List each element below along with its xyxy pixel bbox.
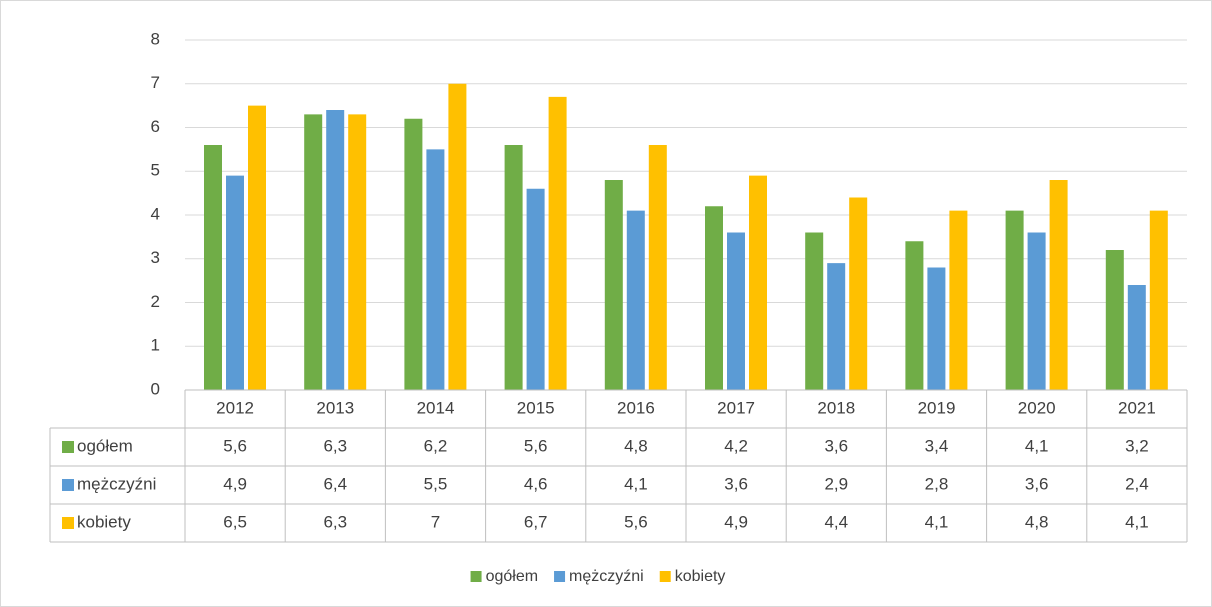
- bar: [226, 175, 244, 390]
- x-tick-label: 2013: [316, 398, 354, 417]
- table-legend-key: [62, 479, 74, 491]
- table-cell: 5,6: [223, 436, 247, 455]
- table-cell: 4,1: [925, 512, 949, 531]
- y-tick-label: 8: [151, 29, 160, 48]
- table-cell: 5,6: [624, 512, 648, 531]
- bar: [927, 267, 946, 390]
- bar: [1005, 210, 1024, 390]
- bar: [304, 114, 323, 390]
- bar: [905, 241, 924, 390]
- table-cell: 6,3: [323, 512, 347, 531]
- table-cell: 3,6: [1025, 474, 1049, 493]
- y-tick-label: 1: [151, 336, 160, 355]
- table-cell: 4,1: [1125, 512, 1149, 531]
- bar: [626, 210, 645, 390]
- bar: [727, 232, 745, 390]
- x-tick-label: 2019: [918, 398, 956, 417]
- bar: [204, 145, 222, 390]
- x-tick-label: 2020: [1018, 398, 1056, 417]
- bar: [448, 83, 467, 390]
- legend-key: [554, 571, 566, 582]
- table-cell: 2,4: [1125, 474, 1149, 493]
- bar: [348, 114, 367, 390]
- y-tick-label: 3: [151, 248, 160, 267]
- table-cell: 4,4: [824, 512, 848, 531]
- table-cell: 2,9: [824, 474, 848, 493]
- table-legend-key: [62, 441, 74, 453]
- bar: [248, 105, 266, 390]
- bar: [1027, 232, 1046, 390]
- legend-label: ogółem: [486, 568, 538, 585]
- bar: [705, 206, 723, 390]
- table-cell: 6,2: [424, 436, 448, 455]
- legend-key: [470, 571, 482, 582]
- bar: [404, 118, 423, 390]
- y-tick-label: 7: [151, 73, 160, 92]
- bar: [849, 197, 868, 390]
- table-cell: 4,9: [724, 512, 748, 531]
- table-cell: 6,5: [223, 512, 247, 531]
- y-tick-label: 6: [151, 117, 160, 136]
- legend-label: mężczyźni: [569, 568, 644, 585]
- bar: [526, 188, 545, 390]
- x-tick-label: 2021: [1118, 398, 1156, 417]
- table-row-label: kobiety: [77, 512, 131, 531]
- table-cell: 4,2: [724, 436, 748, 455]
- table-cell: 5,6: [524, 436, 548, 455]
- bar: [1127, 285, 1146, 390]
- bar: [949, 210, 968, 390]
- bar: [1105, 250, 1124, 390]
- legend-label: kobiety: [675, 568, 726, 585]
- bar: [648, 145, 667, 390]
- table-cell: 5,5: [424, 474, 448, 493]
- x-tick-label: 2012: [216, 398, 254, 417]
- table-cell: 3,2: [1125, 436, 1149, 455]
- bar: [504, 145, 523, 390]
- table-cell: 4,1: [1025, 436, 1049, 455]
- bar: [426, 149, 445, 390]
- bar: [749, 175, 767, 390]
- y-tick-label: 5: [151, 161, 160, 180]
- bar: [827, 263, 846, 390]
- table-cell: 3,4: [925, 436, 949, 455]
- y-tick-label: 0: [151, 379, 160, 398]
- y-tick-label: 4: [151, 204, 160, 223]
- table-cell: 6,7: [524, 512, 548, 531]
- table-cell: 4,8: [1025, 512, 1049, 531]
- table-cell: 3,6: [724, 474, 748, 493]
- x-tick-label: 2016: [617, 398, 655, 417]
- table-row-label: mężczyźni: [77, 474, 156, 493]
- x-tick-label: 2018: [817, 398, 855, 417]
- x-tick-label: 2017: [717, 398, 755, 417]
- bar: [326, 110, 345, 390]
- table-cell: 4,8: [624, 436, 648, 455]
- bar: [548, 96, 567, 390]
- bar: [805, 232, 824, 390]
- table-cell: 6,3: [323, 436, 347, 455]
- table-cell: 4,9: [223, 474, 247, 493]
- legend-key: [659, 571, 671, 582]
- table-cell: 3,6: [824, 436, 848, 455]
- x-tick-label: 2015: [517, 398, 555, 417]
- table-row-label: ogółem: [77, 436, 133, 455]
- y-tick-label: 2: [151, 292, 160, 311]
- table-cell: 4,1: [624, 474, 648, 493]
- bar: [1049, 180, 1068, 390]
- table-cell: 4,6: [524, 474, 548, 493]
- x-tick-label: 2014: [417, 398, 455, 417]
- bar: [1149, 210, 1168, 390]
- table-legend-key: [62, 517, 74, 529]
- table-cell: 6,4: [323, 474, 347, 493]
- bar: [604, 180, 623, 390]
- table-cell: 7: [431, 512, 440, 531]
- table-cell: 2,8: [925, 474, 949, 493]
